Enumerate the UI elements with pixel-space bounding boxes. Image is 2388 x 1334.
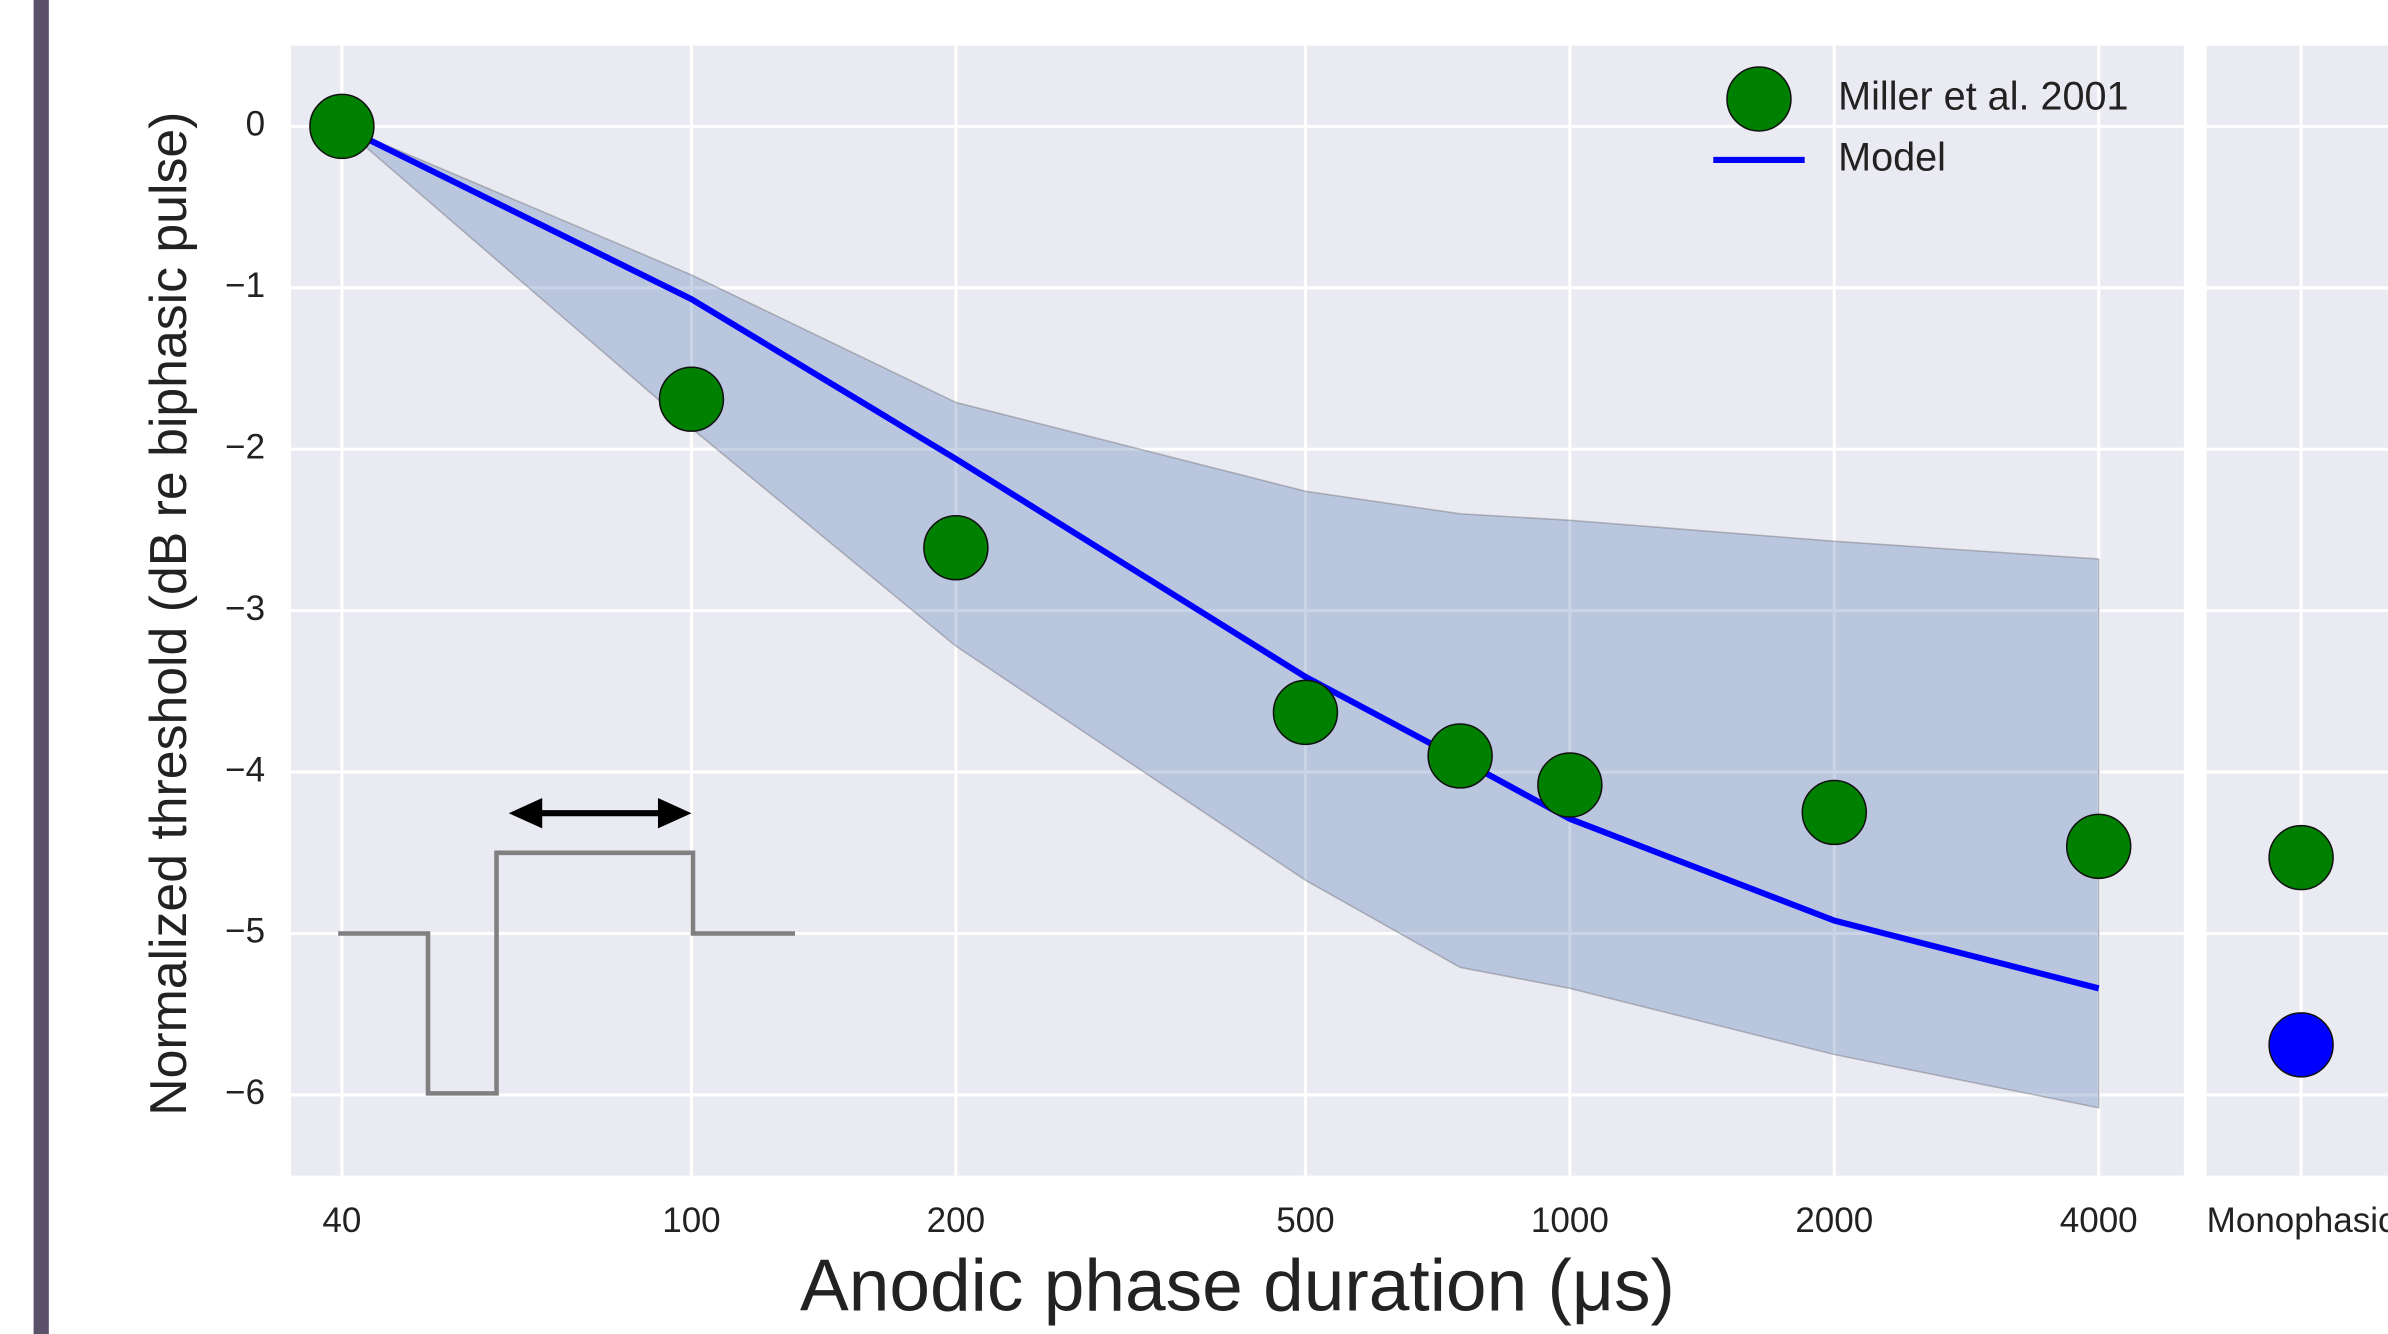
legend-label: Miller et al. 2001: [1838, 74, 2128, 118]
data-point: [2065, 813, 2132, 880]
side-bar: [33, 0, 49, 1334]
y-tick-label: −4: [225, 750, 265, 789]
legend-marker: [1726, 66, 1792, 132]
x-tick-label: 2000: [1795, 1201, 1873, 1240]
data-point: [309, 93, 375, 160]
x-tick-label: 500: [1276, 1201, 1334, 1240]
y-tick-label: −5: [225, 912, 265, 951]
data-point: [923, 514, 989, 581]
legend-label: Model: [1838, 135, 1946, 179]
x-tick-label: 1000: [1531, 1201, 1609, 1240]
plot-layer: 40 100 200 500 1000 2000 4000 −6 −5 −4 −3 −2 −1 0 Mill…: [139, 45, 2388, 1327]
model-line: [340, 123, 2100, 992]
x-tick-label: 100: [662, 1201, 720, 1240]
arrow-head: [508, 797, 543, 829]
data-point: [2268, 824, 2334, 891]
data-point: [1272, 679, 1339, 746]
pulse-waveform: [338, 850, 796, 1096]
y-tick-label: −6: [225, 1073, 265, 1112]
y-tick-label: 0: [246, 105, 265, 144]
data-point: [658, 366, 725, 432]
x-axis-label: Anodic phase duration (μs): [800, 1246, 1675, 1327]
data-point: [1427, 723, 1493, 789]
pulse-inset: [338, 797, 796, 1096]
y-tick-label: −2: [225, 427, 265, 466]
data-point: [2268, 1012, 2334, 1078]
data-point: [1801, 779, 1868, 846]
x-tick-label: Monophasic: [2207, 1201, 2388, 1240]
data-point: [1537, 752, 1603, 818]
y-tick-label: −1: [225, 266, 265, 305]
y-tick-label: −3: [225, 589, 265, 628]
x-tick-label: 40: [322, 1201, 361, 1240]
x-tick-label: 4000: [2060, 1201, 2138, 1240]
y-axis-label: Normalized threshold (dB re biphasic pul…: [139, 112, 197, 1116]
arrow-head: [657, 797, 692, 829]
x-tick-label: 200: [927, 1201, 985, 1240]
